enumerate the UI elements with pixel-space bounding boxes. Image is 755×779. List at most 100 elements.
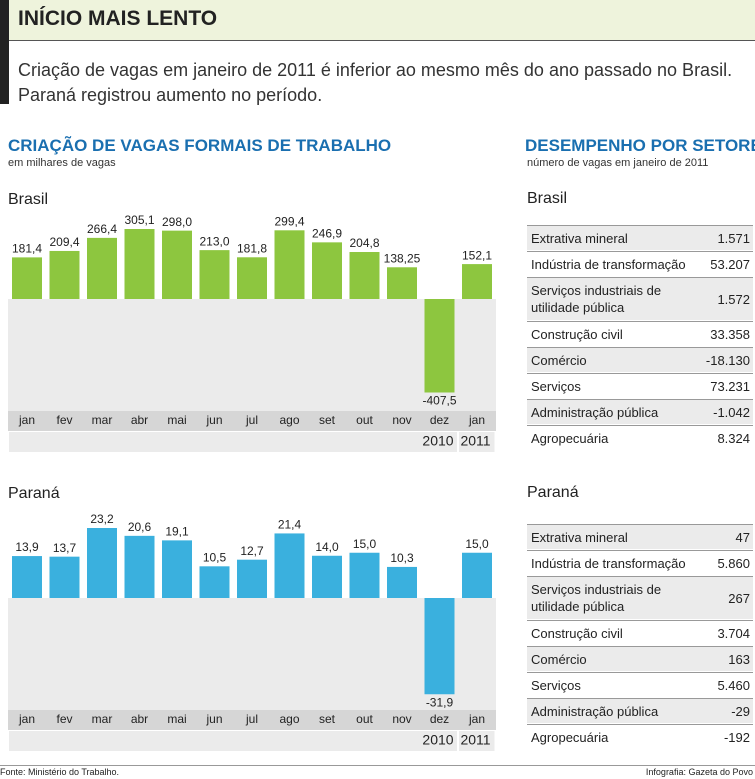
value-label: 13,9 (15, 540, 39, 554)
x-tick-label: fev (56, 712, 72, 726)
table-row (527, 698, 753, 723)
table-row (527, 646, 753, 671)
sector-name: Serviços (531, 677, 581, 693)
value-label: 10,3 (390, 551, 414, 565)
sector-name: Comércio (531, 352, 587, 368)
x-tick-label: fev (56, 413, 72, 427)
sectors-subtitle: número de vagas em janeiro de 2011 (527, 157, 709, 169)
bar (237, 559, 267, 598)
bar (462, 264, 492, 299)
bar (274, 533, 305, 598)
bar (274, 230, 305, 299)
sector-value: 5.460 (717, 677, 750, 693)
intro: Criação de vagas em janeiro de 2011 é in… (18, 60, 733, 105)
month-strip (8, 411, 496, 431)
year-label: 2011 (460, 732, 490, 748)
table-row (527, 251, 753, 276)
bar (87, 237, 117, 299)
bar (87, 528, 117, 598)
bar (424, 598, 455, 695)
table-row (527, 576, 753, 619)
bar (124, 535, 155, 598)
sector-name: Serviços industriais de utilidade públic… (531, 582, 662, 614)
bar (462, 552, 492, 598)
x-tick-label: abr (131, 712, 148, 726)
x-tick-label: jan (468, 712, 485, 726)
value-label: 15,0 (353, 537, 377, 551)
sector-name: Comércio (531, 651, 587, 667)
value-label: 15,0 (465, 537, 489, 551)
chart-title: Brasil (8, 191, 48, 208)
sector-name: Construção civil (531, 625, 623, 641)
value-label: 20,6 (128, 520, 152, 534)
sector-name: Construção civil (531, 326, 623, 342)
table-row (527, 524, 753, 549)
value-label: 246,9 (312, 227, 342, 241)
bar (312, 242, 342, 299)
x-tick-label: jul (245, 413, 258, 427)
sector-value: 33.358 (710, 326, 750, 342)
bar (312, 555, 342, 598)
sector-value: 3.704 (717, 625, 750, 641)
value-label: 23,2 (90, 512, 114, 526)
bar (199, 250, 230, 299)
value-label: 298,0 (162, 215, 192, 229)
sector-name: Indústria de transformação (531, 555, 686, 571)
table-row (527, 321, 753, 346)
sector-value: -1.042 (713, 404, 750, 420)
x-tick-label: set (319, 413, 336, 427)
table-row (527, 399, 753, 424)
table-row (527, 277, 753, 320)
value-label: 299,4 (274, 214, 304, 228)
value-label: 13,7 (53, 541, 77, 555)
source: Fonte: Ministério do Trabalho. (0, 767, 120, 777)
x-tick-label: out (356, 413, 373, 427)
header-title: INÍCIO MAIS LENTO (18, 7, 218, 30)
sector-value: -192 (723, 729, 750, 745)
table-title: Paraná (527, 484, 579, 501)
section-title: CRIAÇÃO DE VAGAS FORMAIS DE TRABALHO (8, 136, 392, 155)
plot-bg (8, 299, 496, 411)
x-tick-label: nov (392, 413, 411, 427)
value-label: -407,5 (422, 394, 456, 408)
x-tick-label: jan (18, 413, 35, 427)
bar (12, 556, 42, 598)
sector-value: 163 (728, 651, 750, 667)
value-label: 12,7 (240, 544, 264, 558)
x-tick-label: jan (468, 413, 485, 427)
table-row (527, 672, 753, 697)
sector-name: Extrativa mineral (531, 230, 628, 246)
x-tick-label: abr (131, 413, 148, 427)
header-bar (0, 0, 755, 41)
sector-value: -18.130 (705, 352, 750, 368)
sector-value: 1.572 (717, 291, 750, 307)
sector-value: 73.231 (710, 378, 750, 394)
x-tick-label: jan (18, 712, 35, 726)
value-label: 213,0 (199, 234, 229, 248)
table-title: Brasil (527, 190, 568, 207)
year-label: 2010 (422, 433, 453, 449)
bar (12, 257, 42, 299)
section-subtitle: em milhares de vagas (8, 157, 116, 169)
x-tick-label: mai (167, 413, 186, 427)
bar (424, 299, 455, 393)
table-row (527, 373, 753, 398)
value-label: 266,4 (87, 222, 117, 236)
table-row (527, 225, 753, 250)
value-label: 14,0 (315, 540, 339, 554)
value-label: -31,9 (426, 695, 454, 709)
bar (349, 552, 380, 598)
x-tick-label: jun (205, 712, 222, 726)
bar (162, 230, 192, 299)
header-accent (0, 0, 9, 104)
footer-rule (0, 765, 755, 766)
year-strip (459, 731, 495, 751)
sector-name: Serviços (531, 378, 581, 394)
x-tick-label: mar (92, 413, 113, 427)
value-label: 152,1 (462, 248, 492, 262)
sector-name: Agropecuária (531, 430, 609, 446)
sector-value: 5.860 (717, 555, 750, 571)
plot-bg (8, 598, 496, 710)
sectors-title: DESEMPENHO POR SETORES (525, 136, 755, 155)
bar (162, 540, 192, 598)
